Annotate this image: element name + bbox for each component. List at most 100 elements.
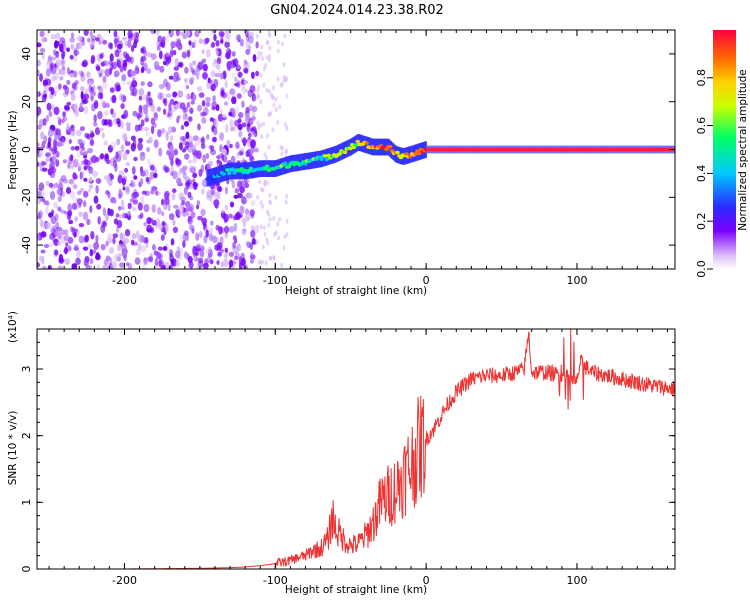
- noise-speckle: [117, 252, 123, 257]
- noise-speckle: [50, 56, 57, 61]
- noise-speckle: [38, 182, 45, 191]
- noise-speckle: [182, 165, 188, 171]
- noise-speckle: [181, 135, 187, 141]
- noise-speckle: [77, 198, 83, 205]
- noise-speckle: [261, 259, 265, 265]
- noise-speckle: [83, 177, 88, 182]
- track-envelope: [284, 156, 288, 174]
- noise-speckle: [67, 245, 72, 252]
- noise-speckle: [219, 236, 224, 245]
- noise-speckle: [95, 234, 99, 244]
- noise-speckle: [150, 189, 155, 195]
- noise-speckle: [196, 243, 202, 249]
- noise-speckle: [82, 211, 89, 221]
- noise-speckle: [186, 85, 189, 90]
- noise-speckle: [158, 147, 163, 157]
- noise-speckle: [51, 225, 57, 231]
- noise-speckle: [56, 226, 63, 232]
- noise-speckle: [99, 153, 105, 160]
- noise-speckle: [37, 70, 40, 75]
- noise-speckle: [109, 157, 115, 167]
- noise-speckle: [224, 30, 231, 35]
- noise-speckle: [143, 50, 148, 57]
- track-core: [342, 150, 348, 154]
- noise-speckle: [263, 152, 267, 158]
- track-envelope: [299, 153, 302, 171]
- noise-speckle: [285, 93, 289, 99]
- noise-speckle: [198, 38, 203, 44]
- noise-speckle: [255, 41, 259, 49]
- noise-speckle: [210, 83, 216, 92]
- noise-speckle: [210, 70, 216, 78]
- track-envelope: [322, 149, 325, 167]
- noise-speckle: [90, 132, 95, 138]
- noise-speckle: [249, 37, 254, 44]
- noise-speckle: [201, 117, 207, 124]
- noise-speckle: [205, 152, 210, 160]
- noise-speckle: [267, 222, 271, 228]
- noise-speckle: [198, 231, 203, 238]
- noise-speckle: [131, 79, 138, 88]
- noise-speckle: [43, 37, 48, 43]
- noise-speckle: [224, 80, 228, 89]
- noise-speckle: [132, 110, 138, 117]
- noise-speckle: [231, 73, 236, 79]
- noise-speckle: [57, 206, 62, 212]
- noise-speckle: [205, 229, 209, 238]
- y-tick-label: 40: [20, 47, 33, 61]
- noise-speckle: [96, 263, 100, 269]
- noise-speckle: [196, 150, 202, 160]
- noise-speckle: [41, 51, 46, 60]
- noise-speckle: [243, 67, 249, 73]
- noise-speckle: [100, 224, 106, 233]
- noise-speckle: [268, 33, 272, 39]
- noise-speckle: [70, 43, 75, 50]
- noise-speckle: [211, 41, 215, 48]
- noise-speckle: [271, 127, 275, 133]
- noise-speckle: [172, 170, 178, 180]
- track-envelope: [226, 163, 230, 180]
- noise-speckle: [86, 218, 90, 226]
- track-core: [353, 143, 358, 147]
- noise-speckle: [265, 209, 269, 215]
- track-envelope: [228, 162, 231, 180]
- noise-speckle: [277, 235, 281, 241]
- noise-speckle: [239, 38, 244, 47]
- noise-speckle: [125, 122, 132, 127]
- track-core: [239, 167, 244, 171]
- noise-speckle: [118, 193, 122, 200]
- noise-speckle: [183, 230, 189, 236]
- noise-speckle: [132, 69, 138, 74]
- noise-speckle: [121, 199, 125, 208]
- noise-speckle: [257, 55, 261, 61]
- noise-speckle: [49, 147, 53, 152]
- noise-speckle: [68, 155, 73, 165]
- noise-speckle: [137, 202, 143, 211]
- noise-speckle: [151, 186, 158, 191]
- noise-speckle: [268, 45, 272, 51]
- noise-speckle: [73, 49, 80, 56]
- noise-speckle: [202, 63, 208, 72]
- noise-speckle: [194, 30, 200, 38]
- noise-speckle: [73, 70, 78, 78]
- noise-speckle: [184, 153, 190, 160]
- noise-speckle: [285, 148, 289, 154]
- noise-speckle: [280, 81, 284, 87]
- noise-speckle: [50, 66, 57, 75]
- noise-speckle: [192, 172, 198, 179]
- noise-speckle: [79, 85, 85, 92]
- noise-speckle: [262, 82, 266, 88]
- noise-speckle: [144, 117, 150, 123]
- noise-speckle: [217, 185, 222, 191]
- noise-speckle: [95, 178, 102, 184]
- noise-speckle: [109, 53, 114, 62]
- noise-speckle: [74, 109, 80, 118]
- noise-speckle: [68, 139, 72, 144]
- noise-speckle: [53, 49, 57, 56]
- noise-speckle: [55, 32, 61, 40]
- noise-speckle: [229, 119, 234, 128]
- noise-speckle: [217, 251, 223, 257]
- noise-speckle: [165, 93, 172, 98]
- noise-speckle: [175, 40, 181, 48]
- noise-speckle: [93, 242, 100, 250]
